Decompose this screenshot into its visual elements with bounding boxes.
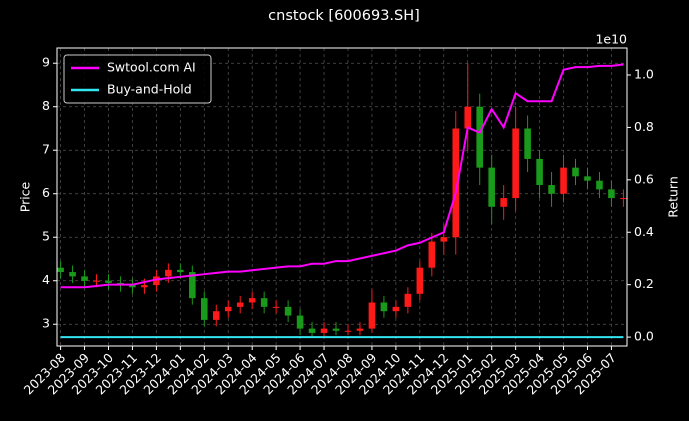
candle-body (560, 167, 567, 194)
y-axis-label: Price (18, 181, 33, 212)
legend: Swtool.com AI Buy-and-Hold (63, 54, 212, 104)
y2-axis-label: Return (666, 176, 681, 217)
candle-body (368, 302, 376, 329)
candle-body (69, 272, 76, 277)
candle-body (177, 269, 184, 273)
y2-tick-label: 0.6 (634, 171, 654, 186)
candle-body (428, 241, 436, 268)
candle-body (296, 315, 304, 329)
candle-body (440, 237, 448, 242)
candle-body (584, 176, 591, 181)
candle-body (524, 128, 531, 159)
candle-body (272, 306, 280, 308)
candle-body (141, 285, 148, 288)
legend-label: Buy-and-Hold (107, 82, 192, 97)
y2-tick-label: 0.2 (634, 276, 654, 291)
candle-body (57, 267, 64, 273)
y-tick-label: 8 (42, 98, 50, 113)
candle-body (572, 167, 579, 177)
candle-body (153, 276, 160, 286)
legend-label: Swtool.com AI (107, 60, 196, 75)
candle-body (105, 280, 112, 283)
y2-tick-label: 1.0 (634, 66, 654, 81)
candle-body (129, 285, 136, 288)
candle-body (452, 128, 460, 238)
candle-body (212, 311, 220, 320)
candle-body (308, 328, 316, 333)
candle-body (284, 306, 292, 316)
candle-body (596, 180, 603, 190)
candle-body (548, 185, 555, 194)
candle-body (536, 158, 543, 186)
candle-body (416, 267, 424, 294)
y-tick-label: 9 (42, 55, 50, 70)
legend-box (63, 54, 212, 104)
candle-body (248, 298, 256, 303)
y2-tick-label: 0.4 (634, 224, 654, 239)
candle-body (189, 272, 196, 299)
candle-body (260, 298, 268, 307)
candle-body (224, 306, 232, 312)
candle-body (500, 198, 507, 207)
y-tick-label: 4 (42, 272, 50, 287)
y2-tick-label: 0.0 (634, 329, 654, 344)
candle-body (404, 293, 412, 307)
candle-body (620, 198, 627, 200)
candle-body (512, 128, 519, 199)
candle-body (320, 328, 328, 333)
candle-body (356, 328, 364, 331)
candle-body (488, 167, 495, 207)
plot-frame (56, 47, 628, 347)
y2-offset-label: 1e10 (595, 32, 627, 47)
candle-body (392, 306, 400, 312)
series-line (60, 63, 624, 289)
y-tick-label: 7 (42, 142, 50, 157)
candle-body (464, 106, 472, 129)
candle-body (200, 298, 208, 320)
candle-body (608, 189, 615, 199)
candle-body (380, 302, 388, 312)
y-tick-label: 6 (42, 185, 50, 200)
y2-tick-label: 0.8 (634, 119, 654, 134)
candle-body (81, 276, 88, 281)
candle-body (344, 330, 352, 332)
chart-title: cnstock [600693.SH] (268, 8, 420, 24)
y-tick-label: 5 (42, 229, 50, 244)
candle-body (236, 302, 244, 307)
candle-body (165, 269, 172, 277)
candle-body (93, 280, 100, 282)
candle-body (476, 106, 484, 168)
y-tick-label: 3 (42, 316, 50, 331)
candle-body (332, 328, 340, 331)
